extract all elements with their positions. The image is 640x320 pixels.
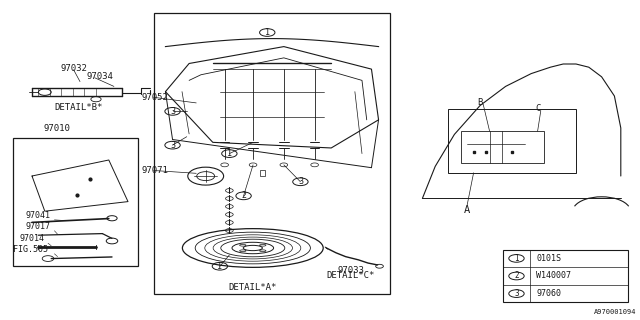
Text: W140007: W140007 [536,271,572,281]
Text: 1: 1 [218,262,223,271]
Text: 3: 3 [514,289,519,298]
Text: A970001094: A970001094 [595,309,637,315]
Text: 2: 2 [514,271,519,281]
Text: C: C [535,104,540,113]
Text: 97032: 97032 [61,64,88,73]
Text: 97010: 97010 [43,124,70,133]
Text: 1: 1 [265,28,270,37]
Text: 97060: 97060 [536,289,561,298]
Bar [154,13,390,294]
Bar [448,109,576,173]
Text: 97014: 97014 [19,234,44,243]
Bar [260,170,265,176]
Text: FIG.505: FIG.505 [13,245,48,254]
Bar [13,138,138,266]
Bar [503,250,628,302]
Text: 97052: 97052 [142,93,168,102]
Text: 1: 1 [227,149,232,158]
Text: 3: 3 [170,141,175,150]
Bar [461,131,544,163]
Text: A: A [464,204,470,215]
Text: 97071: 97071 [142,166,168,175]
Text: 0101S: 0101S [536,254,561,263]
Text: DETAIL*A*: DETAIL*A* [228,284,277,292]
Text: 2: 2 [241,191,246,200]
Text: DETAIL*B*: DETAIL*B* [54,103,103,112]
Text: 3: 3 [298,177,303,186]
Text: 97034: 97034 [86,72,113,81]
Text: 97041: 97041 [26,211,51,220]
Text: B: B [477,98,483,107]
Text: DETAIL*C*: DETAIL*C* [326,271,375,280]
Text: 3: 3 [170,107,175,116]
Text: 97017: 97017 [26,222,51,231]
Text: 1: 1 [514,254,519,263]
Text: 97033: 97033 [337,266,364,275]
